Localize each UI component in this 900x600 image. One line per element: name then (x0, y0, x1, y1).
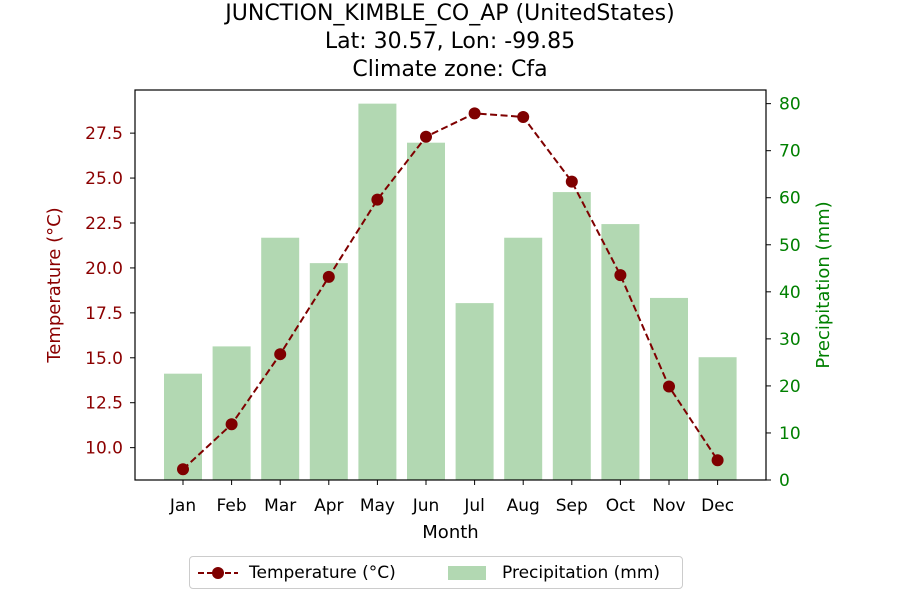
legend-precipitation-label: Precipitation (mm) (502, 563, 661, 583)
y-right-tick-label-50: 50 (779, 236, 801, 256)
precipitation-bar-may (358, 103, 397, 480)
y-left-tick-label-17.5: 17.5 (85, 304, 123, 324)
temperature-point-jan (177, 463, 189, 476)
plot-frame (134, 89, 767, 481)
y-right-tick-label-80: 80 (779, 95, 801, 115)
chart-title-line-2: Lat: 30.57, Lon: -99.85 (324, 29, 576, 54)
chart-title-line-3: Climate zone: Cfa (352, 57, 548, 82)
temperature-point-feb (225, 418, 238, 431)
y-right-tick-label-30: 30 (779, 330, 801, 350)
temperature-point-apr (322, 270, 335, 283)
precipitation-bar-jul (455, 303, 494, 480)
precipitation-bar-oct (601, 224, 640, 480)
y-left-tick-label-15.0: 15.0 (85, 349, 123, 369)
x-tick-label-mar: Mar (264, 496, 296, 516)
y-right-tick-label-70: 70 (779, 142, 801, 162)
temperature-point-oct (614, 269, 627, 282)
temperature-point-jul (468, 107, 481, 120)
temperature-point-nov (663, 380, 675, 393)
x-tick-label-nov: Nov (652, 496, 685, 516)
y-right-tick-label-10: 10 (779, 424, 801, 444)
x-tick-label-may: May (360, 496, 395, 516)
y-right-tick-label-40: 40 (779, 283, 801, 303)
y-left-tick-label-12.5: 12.5 (85, 394, 123, 414)
x-tick-label-dec: Dec (701, 496, 734, 516)
x-axis-label: Month (422, 522, 478, 543)
precipitation-bar-jan (164, 373, 202, 480)
x-tick-label-apr: Apr (314, 496, 343, 516)
x-tick-label-oct: Oct (606, 496, 636, 516)
legend-temperature-label: Temperature (°C) (249, 563, 396, 583)
temperature-point-jun (420, 130, 432, 143)
legend-precipitation-symbol (448, 566, 486, 580)
y-right-tick-label-0: 0 (779, 471, 790, 491)
temperature-point-may (371, 193, 384, 206)
climate-chart: Jan Feb Mar Apr May Jun Jul Aug Sep Oct Nov Dec Mont… (44, 89, 834, 543)
temperature-point-mar (274, 348, 287, 361)
temperature-point-aug (517, 110, 530, 123)
temperature-point-dec (711, 454, 724, 467)
y-left-tick-label-27.5: 27.5 (85, 124, 123, 144)
x-tick-label-jan: Jan (169, 496, 196, 516)
precipitation-bar-sep (552, 192, 591, 480)
temperature-line (182, 112, 719, 470)
y-left-tick-label-25.0: 25.0 (85, 169, 123, 189)
y-left-axis-label: Temperature (°C) (44, 207, 65, 363)
temperature-point-sep (565, 175, 578, 188)
x-tick-label-jul: Jul (463, 496, 485, 516)
precipitation-bar-feb (212, 346, 251, 480)
y-left-tick-label-22.5: 22.5 (85, 214, 123, 234)
y-right-tick-label-60: 60 (779, 189, 801, 209)
y-right-axis-label: Precipitation (mm) (813, 201, 834, 368)
y-left-tick-label-20.0: 20.0 (85, 259, 123, 279)
precipitation-bar-jun (407, 142, 445, 480)
chart-legend: Temperature (°C) Precipitation (mm) (189, 556, 683, 589)
legend-temperature-symbol (198, 567, 238, 579)
x-tick-label-feb: Feb (217, 496, 247, 516)
precipitation-bar-aug (504, 237, 543, 480)
x-tick-label-sep: Sep (556, 496, 588, 516)
x-tick-label-jun: Jun (412, 496, 440, 516)
y-right-tick-label-20: 20 (779, 377, 801, 397)
y-left-tick-label-10.0: 10.0 (85, 439, 123, 459)
precipitation-bar-apr (309, 263, 348, 480)
x-tick-label-aug: Aug (507, 496, 540, 516)
chart-title-line-1: JUNCTION_KIMBLE_CO_AP (UnitedStates) (225, 1, 675, 26)
